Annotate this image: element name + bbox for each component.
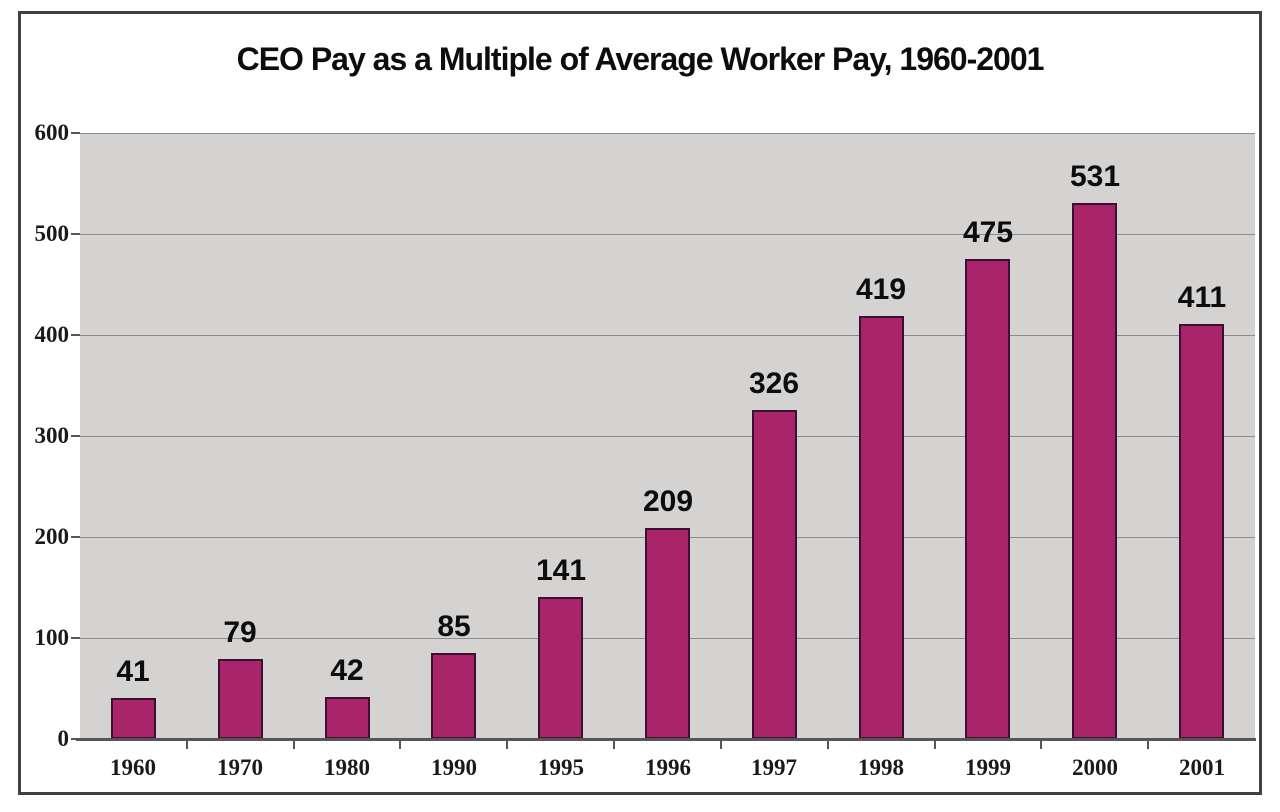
bar-value-label: 411	[1177, 281, 1227, 314]
y-axis-tick-mark	[71, 435, 80, 437]
gridline-500	[80, 234, 1255, 235]
bar-value-label: 326	[748, 367, 800, 400]
bar-value-label: 209	[642, 485, 694, 518]
x-axis-label: 1980	[324, 755, 370, 780]
x-axis-label: 1990	[431, 755, 477, 780]
x-axis-tick-mark	[827, 741, 829, 749]
x-axis-tick-mark	[399, 741, 401, 749]
bar-1970	[218, 659, 263, 739]
bar-1998	[859, 316, 904, 739]
y-axis-tick-mark	[71, 132, 80, 134]
bar-2000	[1072, 203, 1117, 739]
x-axis-label: 1960	[110, 755, 156, 780]
bar-value-label: 419	[855, 273, 907, 306]
y-axis-label: 400	[34, 322, 70, 347]
bar-1999	[965, 259, 1010, 739]
y-axis-tick-mark	[71, 738, 80, 740]
bar-value-label: 41	[116, 655, 150, 688]
x-axis-label: 1999	[965, 755, 1011, 780]
y-axis-tick-mark	[71, 536, 80, 538]
chart-title: CEO Pay as a Multiple of Average Worker …	[236, 41, 1045, 77]
bar-value-label: 531	[1069, 160, 1121, 193]
x-axis-label: 1995	[538, 755, 584, 780]
y-axis-label: 300	[34, 423, 70, 448]
x-axis-tick-mark	[1040, 741, 1042, 749]
bar-1995	[538, 597, 583, 739]
bar-value-label: 85	[437, 610, 471, 643]
y-axis-label: 0	[57, 726, 70, 751]
bar-2001	[1179, 324, 1224, 739]
y-axis-tick-mark	[71, 637, 80, 639]
y-axis-label: 100	[34, 625, 70, 650]
x-axis-line	[76, 738, 1256, 741]
y-axis-tick-mark	[71, 334, 80, 336]
y-axis-label: 200	[34, 524, 70, 549]
x-axis-tick-mark	[186, 741, 188, 749]
y-axis-tick-mark	[71, 233, 80, 235]
bar-1960	[111, 698, 156, 739]
bar-1990	[431, 653, 476, 739]
x-axis-label: 1998	[858, 755, 904, 780]
y-axis-label: 500	[34, 221, 70, 246]
bar-value-label: 42	[330, 654, 364, 687]
gridline-400	[80, 335, 1255, 336]
bar-value-label: 141	[535, 554, 587, 587]
bar-1980	[325, 697, 370, 739]
x-axis-label: 2001	[1179, 755, 1225, 780]
x-axis-tick-mark	[506, 741, 508, 749]
x-axis-tick-mark	[1147, 741, 1149, 749]
x-axis-label: 1997	[751, 755, 797, 780]
x-axis-label: 2000	[1072, 755, 1118, 780]
y-axis-label: 600	[34, 120, 70, 145]
bar-value-label: 475	[962, 216, 1014, 249]
x-axis-tick-mark	[720, 741, 722, 749]
x-axis-label: 1996	[645, 755, 691, 780]
chart-frame: CEO Pay as a Multiple of Average Worker …	[18, 11, 1262, 795]
x-axis-tick-mark	[934, 741, 936, 749]
bar-1996	[645, 528, 690, 739]
bar-value-label: 79	[223, 616, 257, 649]
x-axis-tick-mark	[613, 741, 615, 749]
gridline-300	[80, 436, 1255, 437]
x-axis-tick-mark	[293, 741, 295, 749]
x-axis-label: 1970	[217, 755, 263, 780]
bar-1997	[752, 410, 797, 739]
